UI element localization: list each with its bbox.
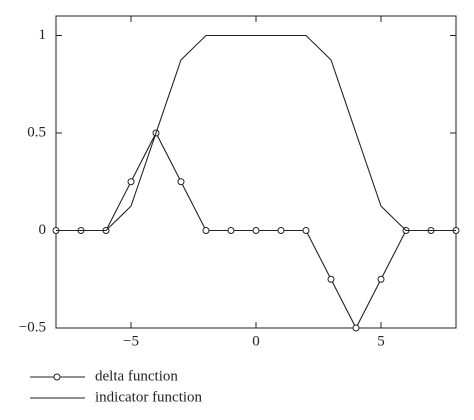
y-tick-label: 1 (39, 27, 47, 43)
plot-frame (55, 15, 457, 329)
y-tick-label: 0.5 (27, 124, 46, 140)
point-marker (302, 227, 310, 234)
point-marker (327, 275, 335, 283)
legend-label: indicator function (95, 389, 203, 405)
x-tick-label: −5 (123, 333, 139, 349)
y-tick-label: 0 (39, 222, 47, 238)
point-marker (377, 275, 385, 283)
legend-label: delta function (95, 368, 178, 384)
point-marker (352, 324, 360, 332)
x-tick-label: 5 (377, 333, 385, 349)
point-marker (227, 227, 235, 234)
point-marker (177, 178, 185, 186)
series-line (56, 34, 456, 232)
point-marker (252, 227, 260, 234)
point-marker (127, 178, 135, 186)
point-marker (277, 227, 285, 234)
y-tick-label: −0.5 (19, 319, 46, 335)
point-marker (202, 227, 210, 234)
x-tick-label: 0 (252, 333, 260, 349)
legend-marker (53, 373, 61, 381)
